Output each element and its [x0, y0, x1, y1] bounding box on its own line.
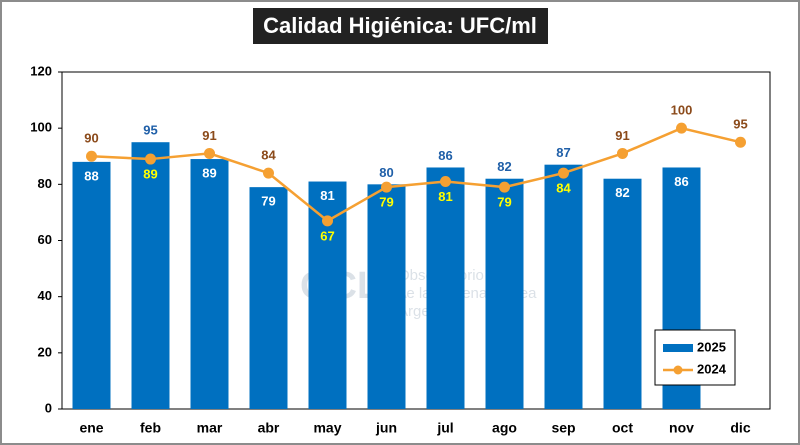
- line-marker: [204, 147, 215, 159]
- line-marker: [440, 176, 451, 188]
- line-label: 90: [84, 131, 98, 146]
- x-tick-label: nov: [669, 420, 694, 436]
- bar: [544, 164, 583, 409]
- y-tick-label: 40: [38, 288, 52, 303]
- bar: [485, 178, 524, 409]
- bar: [426, 167, 465, 409]
- line-label: 91: [615, 128, 629, 143]
- bar: [367, 184, 406, 409]
- line-marker: [735, 136, 746, 148]
- line-marker: [86, 150, 97, 162]
- line-label: 84: [556, 181, 571, 196]
- line: [91, 126, 741, 223]
- title-box: [253, 8, 548, 44]
- x-tick-label: abr: [258, 420, 280, 436]
- line-label: 91: [202, 128, 216, 143]
- x-tick-label: ago: [492, 420, 517, 436]
- x-tick-label: mar: [197, 420, 223, 436]
- x-tick-label: may: [313, 420, 341, 436]
- bar-label: 81: [320, 188, 334, 203]
- y-tick-label: 0: [45, 400, 52, 415]
- line-marker: [263, 167, 274, 179]
- y-tick-label: 100: [30, 120, 52, 135]
- line-label: 89: [143, 166, 157, 181]
- y-tick-label: 60: [38, 232, 52, 247]
- line-marker: [558, 167, 569, 179]
- bar-label: 82: [615, 185, 629, 200]
- legend-label: 2024: [697, 361, 727, 376]
- line-label: 79: [497, 195, 511, 210]
- x-tick-label: sep: [551, 420, 575, 436]
- line-label: 100: [671, 103, 693, 118]
- bar-label: 89: [202, 165, 216, 180]
- y-tick-label: 80: [38, 176, 52, 191]
- bar-label: 82: [497, 159, 511, 174]
- legend-label: 2025: [697, 339, 726, 354]
- line-marker: [499, 181, 510, 193]
- line-marker: [381, 181, 392, 193]
- line-marker: [145, 153, 156, 165]
- bar: [249, 187, 288, 409]
- line-label: 79: [379, 195, 393, 210]
- x-tick-label: ene: [79, 420, 103, 436]
- bar-label: 95: [143, 123, 157, 138]
- line-marker: [676, 122, 687, 134]
- line-label: 95: [733, 117, 747, 132]
- line-label: 67: [320, 228, 334, 243]
- x-tick-label: dic: [730, 420, 750, 436]
- x-tick-label: feb: [140, 420, 161, 436]
- legend-swatch: [663, 344, 693, 352]
- y-tick-label: 20: [38, 344, 52, 359]
- legend-swatch: [673, 365, 683, 375]
- x-tick-label: oct: [612, 420, 633, 436]
- bar-label: 86: [438, 148, 452, 163]
- legend-box: [654, 329, 736, 386]
- line-label: 81: [438, 189, 452, 204]
- bar: [603, 178, 642, 409]
- bar-label: 87: [556, 145, 570, 160]
- x-tick-label: jun: [375, 420, 397, 436]
- line-label: 84: [261, 148, 276, 163]
- bar: [72, 161, 111, 409]
- bar: [190, 159, 229, 409]
- line-marker: [617, 147, 628, 159]
- bar-label: 88: [84, 168, 98, 183]
- x-tick-label: jul: [436, 420, 453, 436]
- bar-label: 80: [379, 165, 393, 180]
- line-marker: [322, 215, 333, 227]
- chart-title: Calidad Higiénica: UFC/ml: [263, 13, 537, 38]
- bar-label: 79: [261, 194, 275, 209]
- bar: [131, 142, 170, 410]
- y-tick-label: 120: [30, 63, 52, 78]
- bar-label: 86: [674, 174, 688, 189]
